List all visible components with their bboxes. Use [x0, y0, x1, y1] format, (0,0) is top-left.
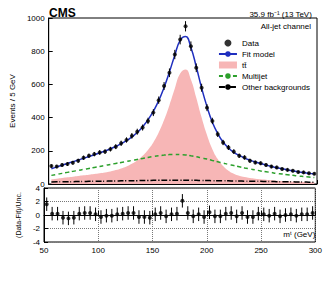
- svg-text:50: 50: [40, 246, 49, 255]
- svg-text:-2: -2: [33, 224, 41, 233]
- svg-text:400: 400: [31, 113, 45, 122]
- svg-text:35.9 fb⁻¹ (13 TeV): 35.9 fb⁻¹ (13 TeV): [249, 10, 312, 19]
- svg-text:Fit model: Fit model: [242, 50, 275, 59]
- svg-text:200: 200: [200, 246, 214, 255]
- svg-text:All-jet channel: All-jet channel: [261, 22, 311, 31]
- svg-text:300: 300: [309, 246, 323, 255]
- svg-text:Other backgrounds: Other backgrounds: [242, 83, 310, 92]
- svg-text:2: 2: [36, 197, 41, 206]
- svg-text:150: 150: [146, 246, 160, 255]
- svg-text:Events / 5 GeV: Events / 5 GeV: [8, 73, 17, 127]
- svg-text:Multijet: Multijet: [242, 72, 268, 81]
- svg-text:1000: 1000: [27, 14, 45, 23]
- svg-text:mᵗ (GeV): mᵗ (GeV): [283, 230, 315, 239]
- svg-text:100: 100: [92, 246, 106, 255]
- svg-text:CMS: CMS: [49, 6, 76, 20]
- svg-text:Data: Data: [242, 39, 259, 48]
- svg-text:4: 4: [36, 184, 41, 193]
- svg-text:-4: -4: [32, 237, 40, 247]
- svg-text:tt̄: tt̄: [242, 61, 247, 70]
- svg-text:0: 0: [40, 180, 45, 189]
- svg-text:800: 800: [31, 47, 45, 56]
- svg-text:250: 250: [254, 246, 268, 255]
- svg-text:600: 600: [31, 80, 45, 89]
- svg-text:0: 0: [36, 211, 41, 220]
- svg-text:(Data-Fit)/Unc.: (Data-Fit)/Unc.: [15, 192, 23, 238]
- svg-text:200: 200: [31, 146, 45, 155]
